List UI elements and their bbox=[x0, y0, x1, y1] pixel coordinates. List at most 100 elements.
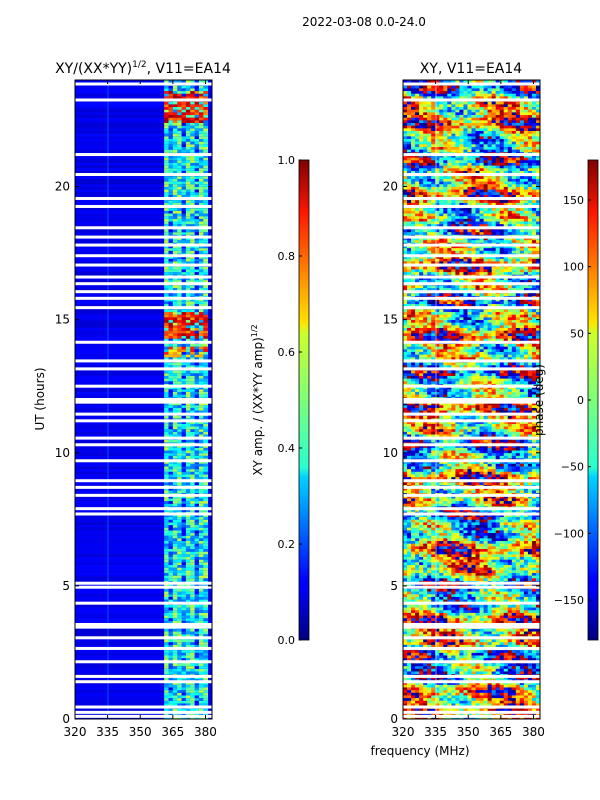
left-heatmap-cell bbox=[172, 521, 178, 526]
left-heatmap-cell bbox=[177, 300, 182, 305]
right-heatmap-cell bbox=[511, 561, 517, 565]
left-heatmap-cell bbox=[164, 255, 169, 259]
left-heatmap-cell bbox=[172, 487, 178, 491]
left-heatmap-cell bbox=[177, 223, 182, 227]
right-heatmap-cell bbox=[467, 583, 472, 587]
right-heatmap-cell bbox=[503, 620, 509, 624]
right-heatmap-cell bbox=[479, 567, 484, 571]
right-heatmap-cell bbox=[531, 569, 537, 573]
right-heatmap-cell bbox=[435, 687, 440, 691]
left-heatmap-row bbox=[75, 575, 212, 579]
right-heatmap-cell bbox=[439, 681, 444, 685]
right-heatmap-cell bbox=[487, 697, 493, 701]
left-heatmap-cell bbox=[172, 503, 178, 507]
left-heatmap-cell bbox=[177, 322, 182, 326]
right-heatmap-cell bbox=[471, 543, 476, 547]
left-heatmap-cell bbox=[190, 181, 196, 185]
left-heatmap-cell bbox=[203, 181, 209, 185]
left-flagged-gap bbox=[75, 622, 212, 626]
right-heatmap-cell bbox=[487, 575, 493, 579]
right-heatmap-cell bbox=[471, 652, 476, 656]
right-heatmap-cell bbox=[431, 697, 436, 701]
left-heatmap-cell bbox=[181, 537, 187, 542]
right-heatmap-cell bbox=[439, 607, 444, 611]
left-heatmap-cell bbox=[198, 117, 204, 121]
left-heatmap-cell bbox=[181, 402, 187, 406]
right-heatmap-cell bbox=[455, 545, 460, 549]
right-heatmap-cell bbox=[527, 684, 533, 688]
left-heatmap-cell bbox=[185, 191, 191, 195]
left-heatmap-row bbox=[75, 279, 212, 283]
left-heatmap-cell bbox=[198, 138, 204, 142]
left-heatmap-cell bbox=[190, 375, 196, 379]
left-heatmap-cell bbox=[177, 277, 182, 281]
left-heatmap-cell bbox=[168, 90, 174, 94]
left-heatmap-cell bbox=[190, 460, 196, 464]
left-colorbar-label: XY amp. / (XX*YY amp)1/2 bbox=[250, 324, 265, 475]
left-heatmap-cell bbox=[164, 287, 169, 291]
left-heatmap-cell bbox=[168, 524, 174, 528]
left-heatmap-cell bbox=[177, 231, 182, 235]
right-heatmap-cell bbox=[479, 663, 484, 667]
left-heatmap-cell bbox=[164, 245, 169, 249]
right-heatmap-cell bbox=[419, 652, 424, 656]
left-flagged-gap bbox=[75, 493, 212, 497]
left-heatmap-cell bbox=[177, 697, 182, 701]
right-heatmap-cell bbox=[479, 655, 484, 659]
right-heatmap-cell bbox=[531, 599, 537, 603]
left-heatmap-cell bbox=[198, 388, 204, 392]
left-heatmap-cell bbox=[172, 628, 178, 632]
left-heatmap-cell bbox=[172, 213, 178, 217]
right-heatmap-cell bbox=[519, 665, 525, 669]
right-heatmap-cell bbox=[431, 572, 436, 576]
right-heatmap-cell bbox=[443, 564, 448, 568]
left-heatmap-cell bbox=[190, 703, 196, 707]
right-heatmap-cell bbox=[535, 577, 540, 581]
left-heatmap-cell bbox=[164, 316, 169, 321]
right-heatmap-cell bbox=[451, 548, 456, 552]
right-heatmap-cell bbox=[403, 564, 408, 568]
right-heatmap-cell bbox=[431, 692, 436, 696]
left-heatmap-cell bbox=[168, 106, 174, 110]
right-heatmap-cell bbox=[447, 591, 452, 595]
right-heatmap-cell bbox=[447, 604, 452, 608]
left-heatmap-cell bbox=[185, 324, 191, 329]
left-heatmap-cell bbox=[181, 703, 187, 707]
right-heatmap-cell bbox=[515, 599, 521, 603]
left-heatmap-cell bbox=[185, 388, 191, 392]
right-heatmap-cell bbox=[451, 633, 456, 637]
left-heatmap-cell bbox=[181, 293, 187, 297]
left-heatmap-cell bbox=[198, 532, 204, 536]
right-heatmap-cell bbox=[511, 697, 517, 701]
right-heatmap-cell bbox=[527, 692, 533, 696]
left-heatmap-cell bbox=[177, 615, 182, 619]
right-heatmap-cell bbox=[411, 591, 416, 595]
left-heatmap-cell bbox=[168, 229, 174, 233]
right-heatmap-cell bbox=[487, 655, 493, 659]
left-heatmap-cell bbox=[185, 671, 191, 675]
left-heatmap-cell bbox=[181, 410, 187, 414]
right-heatmap-cell bbox=[491, 551, 497, 555]
left-heatmap-cell bbox=[198, 519, 204, 523]
left-heatmap-cell bbox=[168, 575, 174, 579]
left-heatmap-cell bbox=[203, 269, 209, 273]
right-heatmap-cell bbox=[531, 545, 537, 549]
left-heatmap-cell bbox=[172, 697, 178, 701]
right-heatmap-cell bbox=[487, 543, 493, 547]
left-heatmap-cell bbox=[185, 277, 191, 281]
left-heatmap-cell bbox=[198, 202, 204, 206]
left-heatmap-cell bbox=[190, 596, 196, 600]
left-heatmap-cell bbox=[168, 708, 174, 712]
left-heatmap-cell bbox=[203, 607, 209, 611]
left-heatmap-cell bbox=[185, 356, 191, 360]
right-heatmap-cell bbox=[459, 577, 464, 581]
left-heatmap-cell bbox=[168, 162, 174, 166]
left-heatmap-cell bbox=[172, 561, 178, 565]
left-x-tick-label: 365 bbox=[161, 725, 184, 739]
left-heatmap-cell bbox=[164, 700, 169, 704]
left-heatmap-cell bbox=[181, 676, 187, 680]
right-heatmap-cell bbox=[467, 548, 472, 552]
left-heatmap-cell bbox=[185, 215, 191, 219]
left-heatmap-row bbox=[75, 508, 212, 512]
left-heatmap-cell bbox=[168, 671, 174, 675]
